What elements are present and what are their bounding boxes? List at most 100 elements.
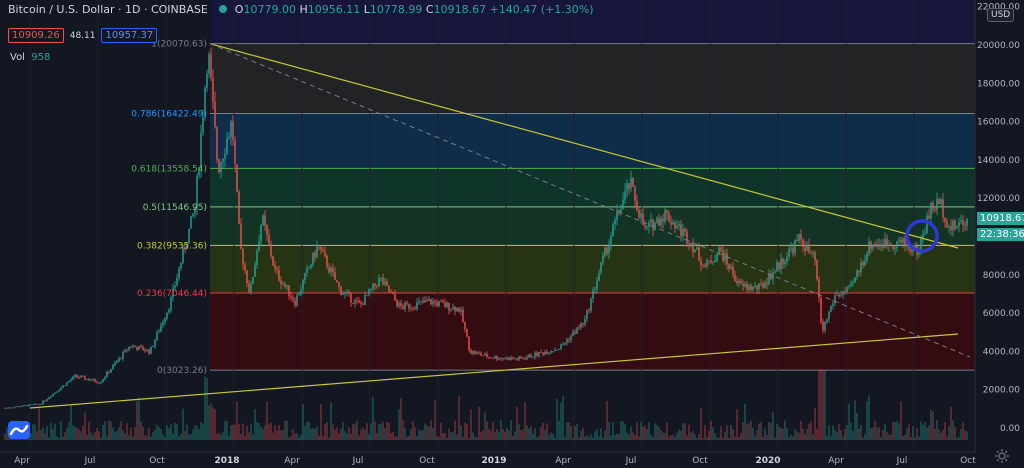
candle-body <box>508 357 510 361</box>
currency-button[interactable]: USD <box>987 8 1015 22</box>
volume-bar <box>742 422 744 440</box>
volume-bar <box>144 435 146 440</box>
settings-gear-icon[interactable] <box>994 448 1010 464</box>
candle-body <box>382 277 384 285</box>
volume-bar <box>364 429 366 440</box>
candle-body <box>418 301 420 303</box>
sell-price-button[interactable]: 10909.26 <box>8 28 64 43</box>
candle-body <box>150 346 152 354</box>
candle-body <box>658 217 660 226</box>
candle-body <box>670 221 672 225</box>
volume-bar <box>560 402 562 440</box>
volume-bar <box>818 370 820 440</box>
candle-body <box>302 279 304 290</box>
candle-body <box>268 234 270 244</box>
volume-bar <box>360 429 362 440</box>
volume-bar <box>42 427 44 440</box>
volume-bar <box>630 426 632 440</box>
dashed-trendline[interactable] <box>209 43 971 358</box>
candle-body <box>948 226 950 228</box>
candle-body <box>618 210 620 213</box>
volume-bar <box>638 436 640 440</box>
ascending-trendline[interactable] <box>29 333 959 409</box>
volume-bar <box>286 420 288 440</box>
volume-bar <box>58 437 60 440</box>
candle-body <box>228 137 230 139</box>
close-label: C <box>425 3 434 16</box>
candle-body <box>460 309 462 312</box>
volume-bar <box>690 432 692 440</box>
volume-bar <box>258 423 260 440</box>
volume-bar <box>636 421 638 440</box>
candle-body <box>682 229 684 236</box>
volume-bar <box>728 437 730 440</box>
candle-body <box>366 295 368 296</box>
candle-body <box>414 308 416 309</box>
volume-bar <box>88 421 90 440</box>
volume-bar <box>96 428 98 440</box>
candle-body <box>214 101 216 128</box>
drawings[interactable] <box>29 43 971 409</box>
candle-body <box>390 291 392 293</box>
candle-body <box>920 239 922 251</box>
volume-bar <box>424 423 426 440</box>
volume-bar <box>518 424 520 440</box>
candle-body <box>638 209 640 218</box>
candle-body <box>750 285 752 290</box>
volume-bar <box>640 421 642 440</box>
volume-bar <box>844 429 846 440</box>
candle-body <box>776 262 778 272</box>
highlight-circle[interactable] <box>905 219 939 253</box>
candle-body <box>634 186 636 201</box>
candle-body <box>782 258 784 265</box>
descending-trendline[interactable] <box>209 43 959 249</box>
candle-body <box>882 244 884 248</box>
candle-body <box>830 306 832 312</box>
tradingview-logo[interactable] <box>8 421 30 439</box>
price-axis[interactable]: 22000.00 20000.00 18000.00 16000.00 14000.00… <box>974 0 1024 452</box>
volume-bar <box>556 399 558 440</box>
volume-bar <box>858 428 860 440</box>
candle-body <box>328 267 330 273</box>
volume-bar <box>572 437 574 440</box>
volume-bar <box>256 422 258 440</box>
candle-body <box>786 256 788 262</box>
candle-body <box>834 295 836 304</box>
candle-body <box>286 285 288 287</box>
volume-bar <box>276 430 278 440</box>
price-tick-label: 20000.00 <box>977 41 1020 51</box>
candle-body <box>718 247 720 255</box>
candle-body <box>938 199 940 204</box>
candle-body <box>960 220 962 222</box>
buy-price-button[interactable]: 10957.37 <box>101 28 158 43</box>
candle-body <box>728 264 730 269</box>
candle-body <box>678 224 680 227</box>
volume-bar <box>600 428 602 440</box>
time-axis[interactable]: Apr Jul Oct 2018 Apr Jul Oct 2019 Apr Jul Oct 2020 A… <box>0 451 1024 467</box>
candle-body <box>320 246 322 250</box>
symbol-title[interactable]: Bitcoin / U.S. Dollar · 1D · COINBASE <box>8 3 208 16</box>
candle-body <box>234 140 236 165</box>
time-tick-label: Apr <box>14 456 30 466</box>
volume-bar <box>352 424 354 440</box>
countdown-tag: 22:38:36 <box>977 228 1024 241</box>
volume-bar <box>260 426 262 440</box>
volume-bar <box>74 426 76 440</box>
volume-bar <box>294 433 296 440</box>
volume-value: 958 <box>31 52 51 63</box>
volume-bar <box>148 428 150 440</box>
volume-bar <box>316 426 318 440</box>
volume-bar <box>826 435 828 440</box>
volume-bar <box>724 431 726 440</box>
candle-body <box>752 286 754 290</box>
candle-body <box>130 346 132 348</box>
candle-body <box>736 280 738 284</box>
candle-body <box>290 295 292 298</box>
volume-bar <box>502 429 504 440</box>
volume-bar <box>108 420 110 440</box>
candle-body <box>16 406 18 408</box>
candle-body <box>184 247 186 250</box>
candle-body <box>482 355 484 357</box>
volume-bar <box>402 420 404 440</box>
